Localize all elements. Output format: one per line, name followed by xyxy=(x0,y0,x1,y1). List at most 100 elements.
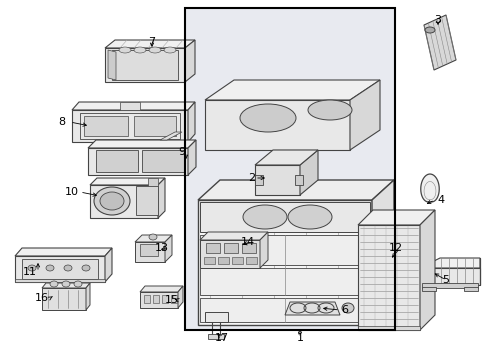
Bar xyxy=(171,295,177,303)
Bar xyxy=(204,257,215,264)
Polygon shape xyxy=(420,210,435,330)
Ellipse shape xyxy=(134,47,146,53)
Bar xyxy=(153,295,159,303)
Polygon shape xyxy=(358,210,435,225)
Polygon shape xyxy=(112,50,178,80)
Text: 17: 17 xyxy=(215,333,229,343)
Polygon shape xyxy=(142,150,184,172)
Polygon shape xyxy=(255,150,318,165)
Text: 5: 5 xyxy=(442,275,449,285)
Polygon shape xyxy=(420,258,480,268)
Polygon shape xyxy=(350,80,380,150)
Ellipse shape xyxy=(164,47,176,53)
Polygon shape xyxy=(200,232,268,240)
Polygon shape xyxy=(90,178,165,185)
Polygon shape xyxy=(15,248,112,256)
Ellipse shape xyxy=(308,100,352,120)
Text: 8: 8 xyxy=(58,117,66,127)
Text: 11: 11 xyxy=(23,267,37,277)
Polygon shape xyxy=(358,326,420,330)
Text: 4: 4 xyxy=(438,195,444,205)
Polygon shape xyxy=(200,235,370,265)
Polygon shape xyxy=(22,259,98,279)
Ellipse shape xyxy=(46,265,54,271)
Bar xyxy=(224,243,238,253)
Polygon shape xyxy=(165,235,172,262)
Bar xyxy=(144,295,150,303)
Bar xyxy=(232,257,243,264)
Polygon shape xyxy=(86,283,90,310)
Polygon shape xyxy=(105,248,112,282)
Polygon shape xyxy=(198,180,394,200)
Polygon shape xyxy=(88,140,196,148)
Polygon shape xyxy=(135,235,172,242)
Polygon shape xyxy=(96,150,138,172)
Polygon shape xyxy=(420,268,480,285)
Polygon shape xyxy=(105,48,185,82)
Bar xyxy=(162,295,168,303)
Ellipse shape xyxy=(74,281,82,287)
Ellipse shape xyxy=(425,27,435,33)
Polygon shape xyxy=(178,286,183,308)
Bar xyxy=(246,257,257,264)
Polygon shape xyxy=(200,202,370,232)
Bar xyxy=(208,334,224,339)
Polygon shape xyxy=(424,15,456,70)
Polygon shape xyxy=(205,312,228,322)
Ellipse shape xyxy=(119,47,131,53)
Text: 16: 16 xyxy=(35,293,49,303)
Polygon shape xyxy=(140,292,178,308)
Polygon shape xyxy=(134,116,176,136)
Polygon shape xyxy=(42,283,90,288)
Polygon shape xyxy=(200,298,370,322)
Text: 3: 3 xyxy=(435,15,441,25)
Bar xyxy=(295,175,303,185)
Text: 1: 1 xyxy=(296,333,303,343)
Polygon shape xyxy=(200,240,260,268)
Polygon shape xyxy=(84,116,128,136)
Polygon shape xyxy=(188,140,196,175)
Polygon shape xyxy=(260,232,268,268)
Text: 14: 14 xyxy=(241,237,255,247)
Text: 12: 12 xyxy=(389,243,403,253)
Bar xyxy=(422,287,436,291)
Polygon shape xyxy=(108,50,116,80)
Ellipse shape xyxy=(288,205,332,229)
Ellipse shape xyxy=(82,265,90,271)
Bar xyxy=(255,175,263,185)
Polygon shape xyxy=(421,174,439,202)
Polygon shape xyxy=(185,40,195,82)
Polygon shape xyxy=(358,225,420,330)
Ellipse shape xyxy=(149,234,157,240)
Bar xyxy=(218,257,229,264)
Ellipse shape xyxy=(64,265,72,271)
Polygon shape xyxy=(140,286,183,292)
Polygon shape xyxy=(158,178,165,218)
Text: 6: 6 xyxy=(342,305,348,315)
Ellipse shape xyxy=(342,303,354,313)
Polygon shape xyxy=(300,150,318,195)
Bar xyxy=(422,283,478,288)
Polygon shape xyxy=(136,186,158,215)
Text: 15: 15 xyxy=(165,295,179,305)
Bar xyxy=(464,287,478,291)
Ellipse shape xyxy=(243,205,287,229)
Polygon shape xyxy=(72,102,195,110)
Polygon shape xyxy=(88,148,188,175)
Polygon shape xyxy=(285,302,340,315)
Text: 2: 2 xyxy=(248,173,256,183)
Ellipse shape xyxy=(62,281,70,287)
Polygon shape xyxy=(72,110,188,142)
Polygon shape xyxy=(205,80,380,100)
Bar xyxy=(186,9,394,329)
Bar xyxy=(148,178,158,186)
Text: 10: 10 xyxy=(65,187,79,197)
Ellipse shape xyxy=(50,281,58,287)
Ellipse shape xyxy=(94,187,130,215)
Ellipse shape xyxy=(28,265,36,271)
Polygon shape xyxy=(188,102,195,142)
Text: 9: 9 xyxy=(178,147,186,157)
Polygon shape xyxy=(15,279,105,282)
Ellipse shape xyxy=(100,192,124,210)
Polygon shape xyxy=(42,288,86,310)
